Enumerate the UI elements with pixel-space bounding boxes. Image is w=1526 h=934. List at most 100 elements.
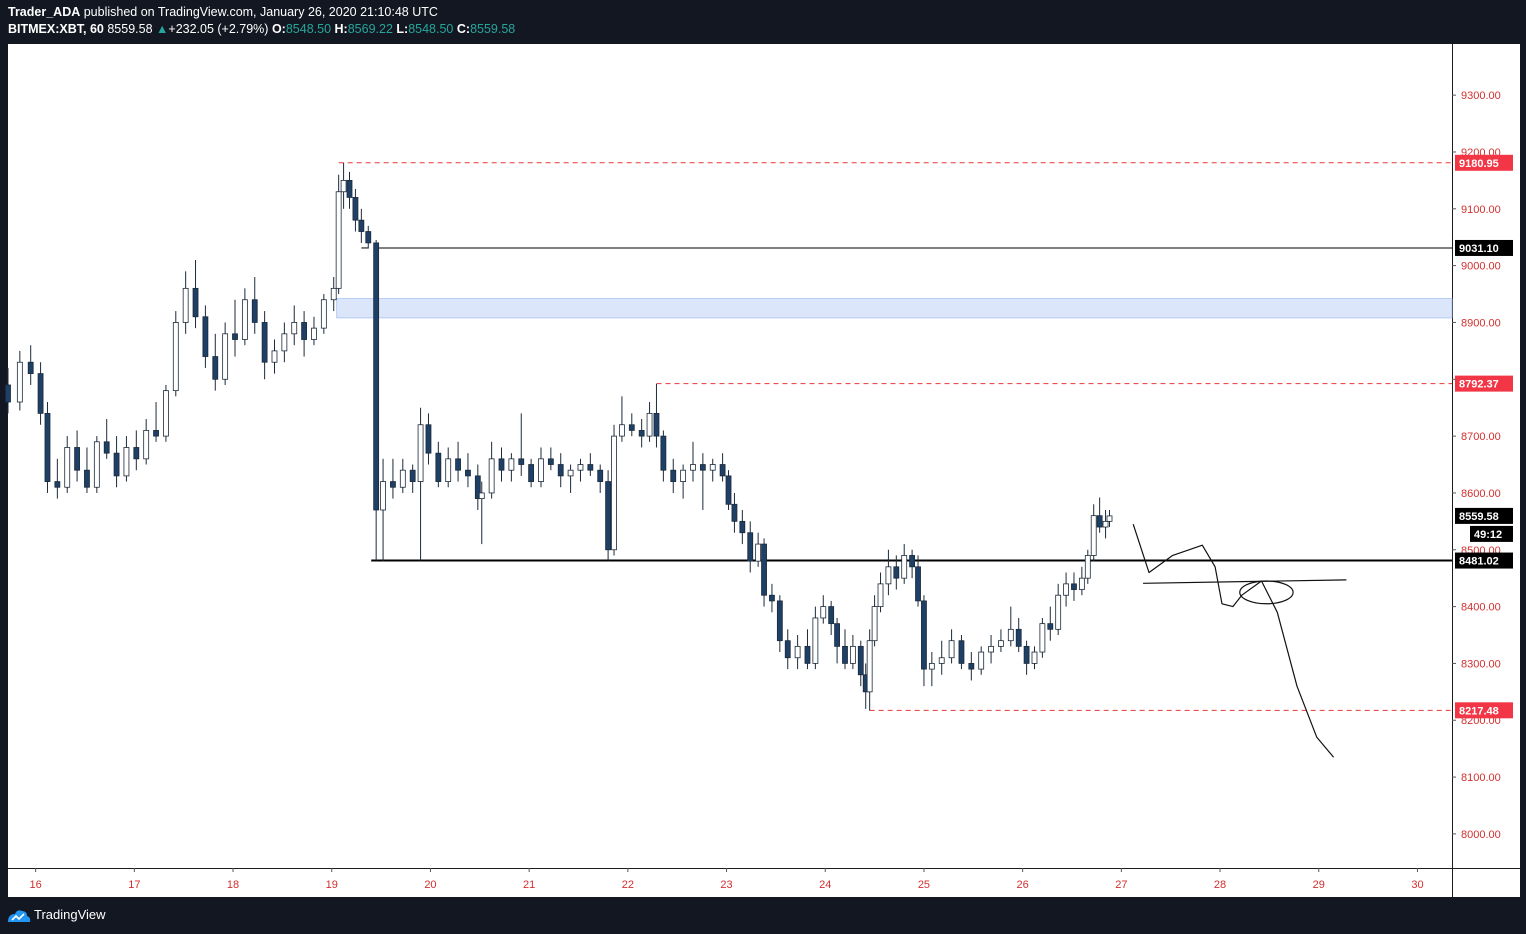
low-label: L:	[396, 22, 409, 36]
candle-body	[358, 219, 365, 232]
candle	[153, 402, 159, 442]
high-label: H:	[334, 22, 348, 36]
candle	[340, 162, 347, 209]
tradingview-brand[interactable]: TradingView	[34, 907, 106, 922]
candle	[1102, 509, 1109, 539]
candle-body	[1015, 628, 1022, 647]
candle-body	[915, 566, 921, 602]
candle	[587, 453, 594, 476]
x-tick-label: 28	[1214, 879, 1226, 891]
candle	[828, 600, 835, 636]
candle-body	[1007, 628, 1014, 642]
candle-body	[172, 322, 179, 392]
candle-body	[958, 640, 965, 664]
candle-body	[776, 600, 783, 642]
candle	[755, 532, 762, 567]
candle-body	[747, 532, 754, 562]
x-tick-label: 17	[128, 879, 140, 891]
candle	[251, 276, 258, 334]
candle	[1078, 566, 1085, 596]
candle-body	[399, 469, 406, 488]
candle-body	[557, 464, 564, 477]
candle-body	[877, 583, 884, 607]
candle-body	[335, 191, 342, 289]
symbol-label: BITMEX:XBT, 60	[8, 22, 104, 36]
candle-body	[37, 373, 44, 414]
author-name[interactable]: Trader_ADA	[8, 5, 81, 19]
candle-body	[143, 430, 150, 460]
candle	[1106, 509, 1113, 528]
candle-body	[699, 464, 706, 471]
candle	[794, 635, 801, 670]
candle	[103, 419, 110, 459]
candle	[871, 595, 878, 647]
candle-body	[320, 299, 327, 329]
candle-body	[202, 316, 209, 357]
change-arrow-icon: ▲	[156, 22, 169, 36]
close-value: 8559.58	[470, 22, 516, 36]
low-value: 8548.50	[408, 22, 454, 36]
projection-circle	[1239, 580, 1294, 605]
price-chart[interactable]: 9300.009200.009100.009000.008900.008800.…	[0, 0, 1526, 897]
candle	[776, 595, 783, 653]
projection-path	[1132, 524, 1335, 758]
candle-body	[212, 356, 219, 380]
candle	[725, 470, 732, 510]
candle-body	[909, 555, 916, 568]
candle-body	[755, 543, 762, 562]
candle	[163, 384, 169, 442]
candle	[978, 646, 985, 675]
candle-body	[709, 464, 716, 471]
candle-body	[567, 469, 574, 477]
x-tick-label: 29	[1313, 879, 1325, 891]
candle	[653, 383, 660, 448]
black-level-price-tag-bg	[1455, 239, 1513, 256]
candle	[346, 171, 353, 209]
candle	[739, 509, 746, 545]
candle	[498, 447, 505, 482]
candle	[508, 453, 515, 482]
plot-area	[8, 44, 1452, 868]
candle	[27, 345, 34, 385]
candle	[84, 447, 90, 493]
candle-body	[465, 469, 471, 477]
candle-body	[587, 464, 594, 471]
candle-body	[653, 412, 660, 437]
open-label: O:	[271, 22, 286, 36]
candle-body	[628, 424, 635, 431]
candle-body	[163, 390, 169, 437]
candle	[528, 458, 535, 488]
candle-body	[577, 464, 584, 471]
candle-body	[445, 458, 452, 482]
candle	[301, 311, 308, 357]
projection-retest-line	[1143, 579, 1347, 584]
candle-body	[538, 458, 544, 482]
candle	[261, 311, 268, 380]
candle	[241, 288, 248, 346]
candle	[812, 606, 819, 670]
candle	[877, 572, 884, 613]
candle	[690, 441, 696, 482]
candle	[202, 305, 209, 368]
candle	[320, 294, 327, 334]
candle	[660, 430, 667, 482]
candle-body	[834, 623, 840, 647]
candle-body	[133, 447, 140, 460]
candle-body	[998, 640, 1004, 647]
candle	[373, 240, 380, 561]
tradingview-logo-icon[interactable]	[7, 908, 31, 924]
candle	[1096, 497, 1103, 533]
candle	[365, 225, 372, 249]
close-label: C:	[456, 22, 471, 36]
candle	[488, 441, 495, 499]
candle	[866, 629, 873, 711]
candle	[731, 492, 738, 533]
candle	[192, 259, 199, 329]
candle-body	[232, 333, 238, 340]
candle-body	[1031, 651, 1038, 664]
candle-body	[968, 663, 975, 670]
candle-body	[1039, 623, 1046, 653]
candle	[988, 635, 994, 664]
candle	[921, 595, 927, 687]
candle	[1071, 572, 1077, 601]
